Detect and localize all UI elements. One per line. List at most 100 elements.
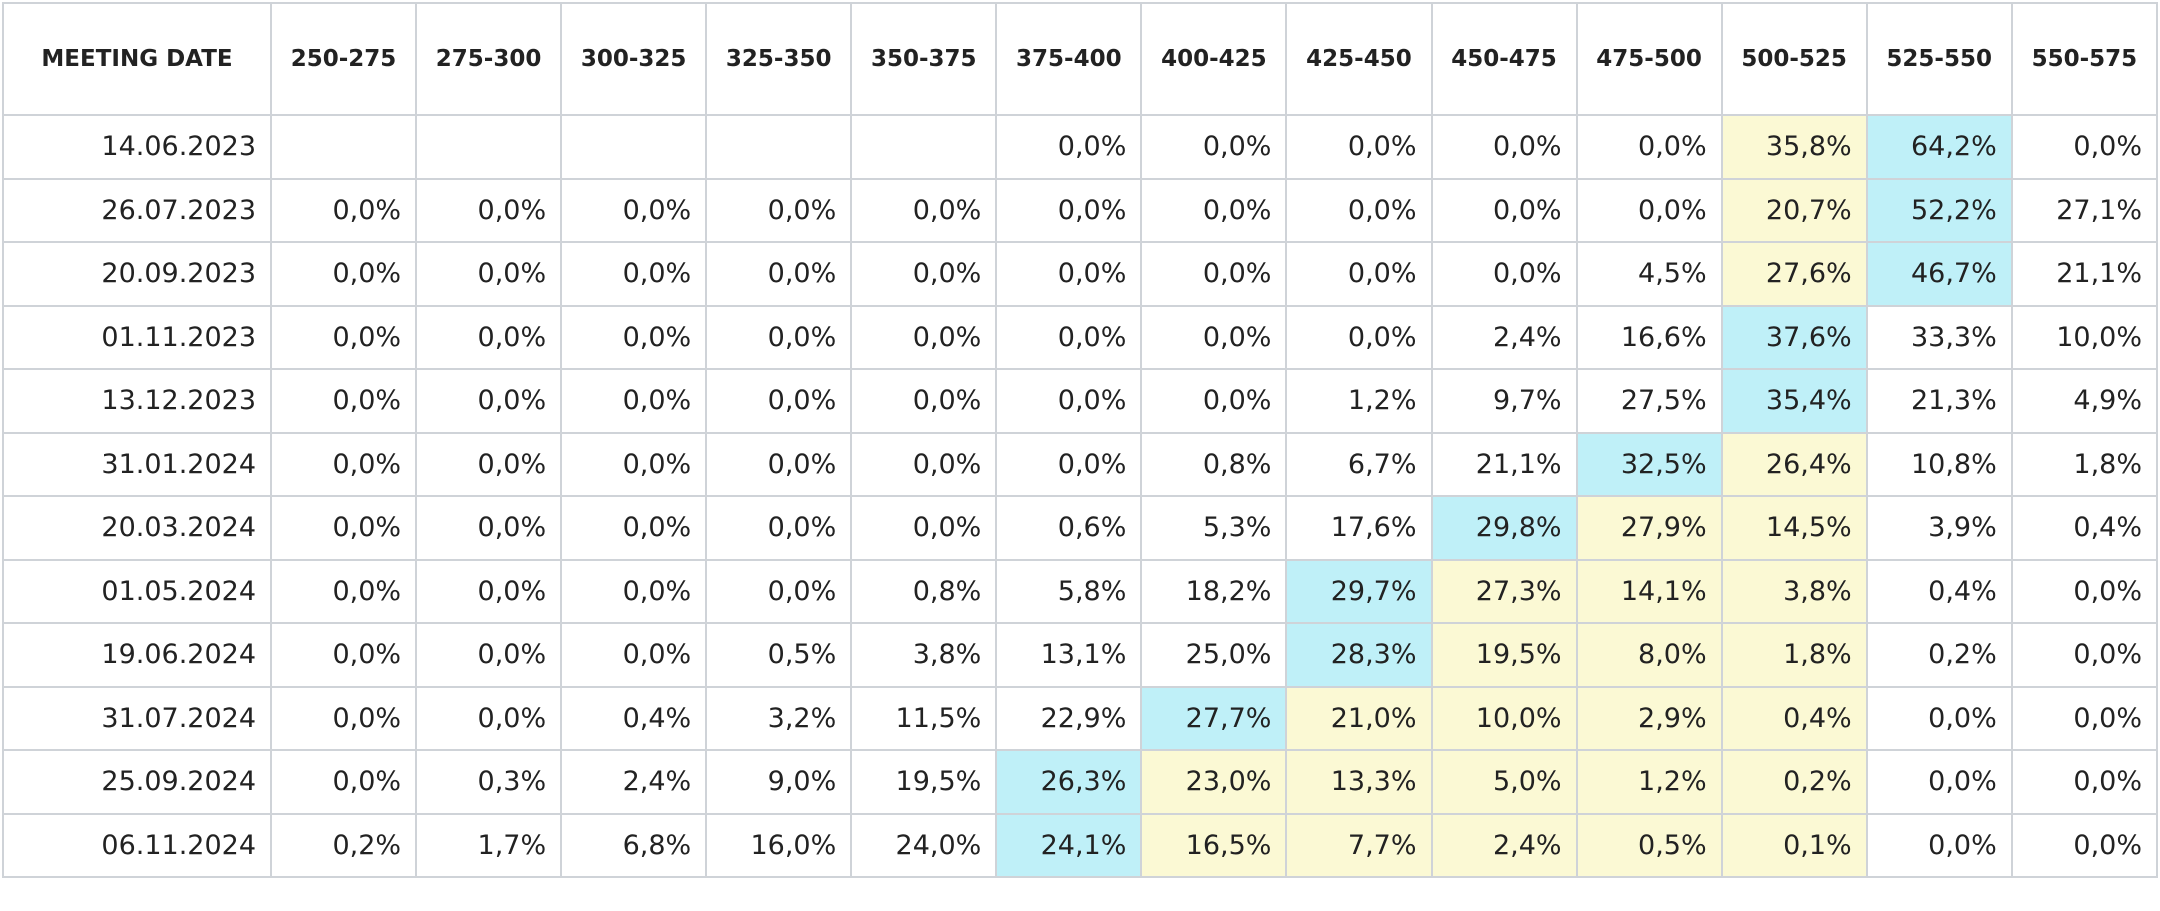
- probability-cell: 3,9%: [1865, 495, 2013, 561]
- probability-cell: 3,2%: [705, 685, 853, 751]
- meeting-date: 31.01.2024: [2, 431, 272, 497]
- probability-cell: 0,0%: [560, 241, 708, 307]
- meeting-date: 01.05.2024: [2, 558, 272, 624]
- probability-cell: 0,2%: [269, 812, 418, 878]
- probability-cell: 0,0%: [415, 431, 563, 497]
- probability-cell: 0,0%: [2010, 749, 2159, 815]
- probability-cell: 0,0%: [560, 368, 708, 434]
- header-row: MEETING DATE 250-275 275-300 300-325 325-350…: [2, 2, 2159, 116]
- probability-cell: 22,9%: [995, 685, 1143, 751]
- probability-cell: 0,0%: [269, 495, 418, 561]
- range-header: 475-500: [1575, 2, 1723, 116]
- probability-cell: 0,0%: [1865, 812, 2013, 878]
- probability-cell: 1,7%: [415, 812, 563, 878]
- probability-cell: 10,0%: [2010, 304, 2159, 370]
- data-row: 06.11.2024 0,2% 1,7% 6,8% 16,0% 24,0% 24,1% 16,…: [2, 812, 2159, 878]
- probability-cell: 6,8%: [560, 812, 708, 878]
- probability-cell: 0,0%: [1285, 177, 1433, 243]
- data-row: 31.01.2024 0,0% 0,0% 0,0% 0,0% 0,0% 0,0% 0,8% 6,…: [2, 431, 2159, 497]
- probability-cell: 0,0%: [705, 304, 853, 370]
- range-header: 525-550: [1865, 2, 2013, 116]
- range-header: 425-450: [1285, 2, 1433, 116]
- probability-cell: 0,0%: [415, 622, 563, 688]
- probability-cell: 32,5%: [1575, 431, 1723, 497]
- probability-cell: 27,9%: [1575, 495, 1723, 561]
- probability-cell: 9,7%: [1430, 368, 1578, 434]
- probability-cell: 0,0%: [1285, 114, 1433, 180]
- probability-cell: 0,0%: [850, 431, 998, 497]
- data-row: 26.07.2023 0,0% 0,0% 0,0% 0,0% 0,0% 0,0% 0,0% 0,…: [2, 177, 2159, 243]
- probability-cell: 24,0%: [850, 812, 998, 878]
- probability-cell: 0,0%: [995, 241, 1143, 307]
- probability-cell: 18,2%: [1140, 558, 1288, 624]
- data-row: 01.05.2024 0,0% 0,0% 0,0% 0,0% 0,8% 5,8% 18,2% 2…: [2, 558, 2159, 624]
- table-body: 14.06.2023 0,0% 0,0% 0,0% 0,0% 0,0% 35,8% 64,2%…: [2, 114, 2159, 878]
- probability-cell: 0,0%: [1285, 304, 1433, 370]
- probability-cell: 25,0%: [1140, 622, 1288, 688]
- probability-cell: [560, 114, 708, 180]
- probability-cell: 0,0%: [269, 685, 418, 751]
- probability-cell: 0,0%: [415, 241, 563, 307]
- probability-table: MEETING DATE 250-275 275-300 300-325 325-350…: [2, 2, 2159, 878]
- probability-cell: 0,0%: [1285, 241, 1433, 307]
- probability-cell: 28,3%: [1285, 622, 1433, 688]
- probability-cell: 0,0%: [705, 368, 853, 434]
- probability-cell: 0,5%: [1575, 812, 1723, 878]
- probability-cell: 0,8%: [850, 558, 998, 624]
- probability-cell: 0,0%: [705, 495, 853, 561]
- probability-cell: 27,3%: [1430, 558, 1578, 624]
- probability-cell: 16,0%: [705, 812, 853, 878]
- probability-cell: 0,0%: [2010, 622, 2159, 688]
- probability-cell: 0,8%: [1140, 431, 1288, 497]
- probability-cell: 0,0%: [560, 558, 708, 624]
- data-row: 31.07.2024 0,0% 0,0% 0,4% 3,2% 11,5% 22,9% 27,7…: [2, 685, 2159, 751]
- probability-cell: 27,6%: [1720, 241, 1868, 307]
- probability-cell: 0,0%: [1430, 177, 1578, 243]
- range-header: 400-425: [1140, 2, 1288, 116]
- probability-cell: 0,0%: [1865, 749, 2013, 815]
- probability-cell: 0,0%: [415, 177, 563, 243]
- probability-cell: 16,6%: [1575, 304, 1723, 370]
- probability-cell: 21,3%: [1865, 368, 2013, 434]
- probability-cell: 10,0%: [1430, 685, 1578, 751]
- probability-cell: 23,0%: [1140, 749, 1288, 815]
- probability-cell: 33,3%: [1865, 304, 2013, 370]
- probability-cell: 1,2%: [1285, 368, 1433, 434]
- probability-cell: 0,0%: [995, 177, 1143, 243]
- meeting-date: 14.06.2023: [2, 114, 272, 180]
- probability-cell: 0,0%: [1430, 241, 1578, 307]
- probability-cell: 27,1%: [2010, 177, 2159, 243]
- probability-cell: 0,0%: [415, 495, 563, 561]
- probability-cell: 0,0%: [705, 558, 853, 624]
- probability-cell: 4,5%: [1575, 241, 1723, 307]
- probability-cell: 21,1%: [1430, 431, 1578, 497]
- probability-cell: 13,3%: [1285, 749, 1433, 815]
- probability-cell: 0,0%: [560, 304, 708, 370]
- probability-cell: 0,0%: [705, 177, 853, 243]
- probability-cell: 0,0%: [415, 368, 563, 434]
- data-row: 14.06.2023 0,0% 0,0% 0,0% 0,0% 0,0% 35,8% 64,2%…: [2, 114, 2159, 180]
- probability-cell: 21,1%: [2010, 241, 2159, 307]
- probability-cell: 24,1%: [995, 812, 1143, 878]
- date-header: MEETING DATE: [2, 2, 272, 116]
- probability-cell: 0,0%: [415, 685, 563, 751]
- probability-cell: 13,1%: [995, 622, 1143, 688]
- data-row: 25.09.2024 0,0% 0,3% 2,4% 9,0% 19,5% 26,3% 23,0…: [2, 749, 2159, 815]
- probability-cell: 5,8%: [995, 558, 1143, 624]
- probability-cell: 2,4%: [560, 749, 708, 815]
- probability-cell: 1,2%: [1575, 749, 1723, 815]
- probability-cell: 0,0%: [850, 177, 998, 243]
- probability-cell: 7,7%: [1285, 812, 1433, 878]
- probability-cell: 0,4%: [1865, 558, 2013, 624]
- probability-cell: 0,0%: [560, 431, 708, 497]
- range-header: 325-350: [705, 2, 853, 116]
- probability-cell: 0,2%: [1865, 622, 2013, 688]
- probability-cell: 14,1%: [1575, 558, 1723, 624]
- range-header: 550-575: [2010, 2, 2159, 116]
- probability-cell: 0,0%: [995, 304, 1143, 370]
- range-header: 300-325: [560, 2, 708, 116]
- probability-cell: 0,0%: [269, 304, 418, 370]
- probability-cell: [850, 114, 998, 180]
- probability-cell: 0,0%: [1575, 114, 1723, 180]
- range-header: 375-400: [995, 2, 1143, 116]
